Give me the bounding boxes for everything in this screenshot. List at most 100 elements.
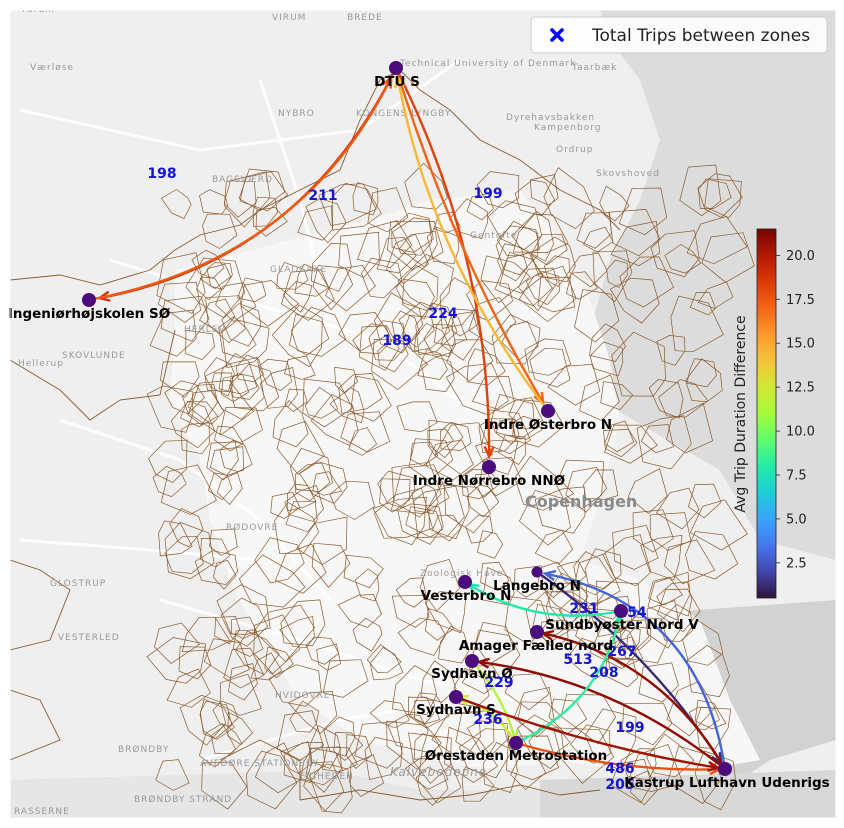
zone-boundary xyxy=(349,754,385,797)
zone-boundary xyxy=(277,710,324,762)
zone-boundary xyxy=(268,664,322,707)
zone-boundary xyxy=(160,295,210,342)
zone-boundary xyxy=(428,419,464,458)
zone-boundary xyxy=(253,604,316,663)
zone-boundary xyxy=(398,301,451,352)
zone-boundary xyxy=(506,735,560,781)
trip-arrowhead xyxy=(381,75,393,89)
zone-boundary xyxy=(613,619,650,651)
zone-boundary xyxy=(630,770,658,806)
zone-boundary xyxy=(418,750,462,804)
trip-arrow xyxy=(515,615,622,745)
place-name: Taarbæk xyxy=(571,63,618,73)
zone-boundary xyxy=(583,226,614,253)
zone-boundary xyxy=(240,280,300,327)
zone-boundary xyxy=(321,746,358,772)
zone-marker xyxy=(482,460,496,474)
zone-boundary xyxy=(198,723,236,768)
zone-boundary xyxy=(218,316,257,359)
zone-boundary xyxy=(188,379,255,436)
zone-marker xyxy=(614,604,628,618)
zone-boundary xyxy=(337,594,382,628)
zone-boundary xyxy=(421,356,455,392)
zone-boundary xyxy=(210,724,243,754)
zone-boundary xyxy=(461,664,502,695)
zone-boundary xyxy=(415,302,458,356)
place-name: Værløse xyxy=(30,63,74,73)
place-name: HVIDOVRE xyxy=(275,691,331,701)
zone-boundary xyxy=(679,164,722,217)
zone-boundary xyxy=(305,198,347,244)
zone-boundary xyxy=(496,225,540,257)
zone-boundary xyxy=(329,387,365,424)
zone-boundary xyxy=(583,469,619,500)
zone-boundary xyxy=(560,693,617,745)
zone-boundary xyxy=(524,338,572,376)
zone-boundary xyxy=(592,250,633,303)
trip-arrow xyxy=(542,632,727,770)
place-name: Copenhagen xyxy=(525,492,637,511)
zone-boundary xyxy=(252,196,278,227)
zone-boundary xyxy=(294,263,330,297)
zone-boundary xyxy=(584,708,637,771)
trip-count-label: 236 xyxy=(473,712,502,728)
zone-boundary xyxy=(364,736,403,780)
zone-boundary xyxy=(405,506,443,538)
zone-boundary xyxy=(359,325,400,371)
zone-boundary xyxy=(316,643,341,671)
zone-boundary xyxy=(377,339,409,373)
zone-boundary xyxy=(352,182,379,216)
zone-marker xyxy=(509,736,523,750)
trip-arrow xyxy=(88,77,393,302)
zone-boundary xyxy=(689,292,716,316)
zone-label: Sydhavn S xyxy=(416,702,496,718)
legend-label: Total Trips between zones xyxy=(591,26,810,46)
zone-boundary xyxy=(220,597,269,647)
zone-boundary xyxy=(170,400,216,449)
zone-boundary xyxy=(482,742,518,793)
zone-boundary xyxy=(233,629,264,657)
zone-boundary xyxy=(246,750,298,810)
zone-boundary xyxy=(322,659,369,698)
zone-boundary xyxy=(530,236,576,283)
zone-boundary xyxy=(282,281,313,313)
zone-boundary xyxy=(391,594,430,628)
zone-boundary xyxy=(589,341,624,377)
zone-label: Ørestaden Metrostation xyxy=(425,748,608,764)
zone-boundary xyxy=(361,257,403,299)
zone-boundary xyxy=(149,309,197,357)
zone-boundary xyxy=(604,420,635,453)
zone-boundary xyxy=(310,393,359,446)
zone-boundary xyxy=(475,621,515,665)
zone-boundary xyxy=(664,244,702,274)
zone-boundary xyxy=(310,243,352,292)
zone-boundary xyxy=(199,698,235,740)
zone-boundary xyxy=(229,363,280,412)
zone-boundary xyxy=(305,746,342,793)
zone-boundary xyxy=(290,306,347,357)
zone-boundary xyxy=(379,478,411,513)
place-name: Technical University of Denmark xyxy=(399,59,576,69)
zone-boundary xyxy=(373,487,433,539)
trip-arrow xyxy=(467,583,622,617)
zone-boundary xyxy=(156,252,206,314)
zone-boundary xyxy=(480,561,510,591)
zone-boundary xyxy=(698,178,732,209)
zone-boundary xyxy=(466,484,500,518)
zone-boundary xyxy=(160,189,192,219)
zone-boundary xyxy=(428,482,470,540)
zone-boundary xyxy=(216,584,271,635)
zone-boundary xyxy=(230,373,260,400)
zone-boundary xyxy=(656,487,700,530)
place-name: RASSERNE xyxy=(14,807,70,817)
zone-boundary xyxy=(504,596,549,646)
zone-boundary xyxy=(178,646,212,680)
place-name: Hellerup xyxy=(18,359,64,369)
zone-boundary xyxy=(181,616,231,652)
zone-marker xyxy=(718,762,732,776)
zone-boundary xyxy=(688,706,720,730)
zone-boundary xyxy=(468,296,517,346)
zone-boundary xyxy=(620,748,657,781)
place-name: BRØNDBY xyxy=(118,744,169,755)
zone-boundary xyxy=(518,267,558,312)
